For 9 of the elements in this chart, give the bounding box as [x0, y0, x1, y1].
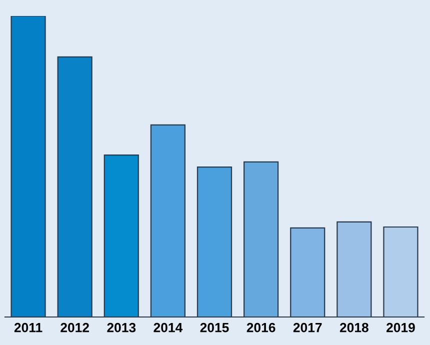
x-tick-label: 2016 — [246, 322, 276, 332]
x-tick-label: 2013 — [107, 322, 136, 332]
x-tick-label: 2018 — [340, 322, 368, 332]
x-tick-label: 2011 — [14, 322, 42, 332]
x-tick-label: 2019 — [386, 322, 415, 332]
x-tick-label: 2012 — [60, 322, 89, 332]
x-tick-label: 2014 — [154, 322, 183, 332]
x-tick-label: 2015 — [200, 322, 229, 332]
x-tick-label: 2017 — [293, 322, 322, 332]
